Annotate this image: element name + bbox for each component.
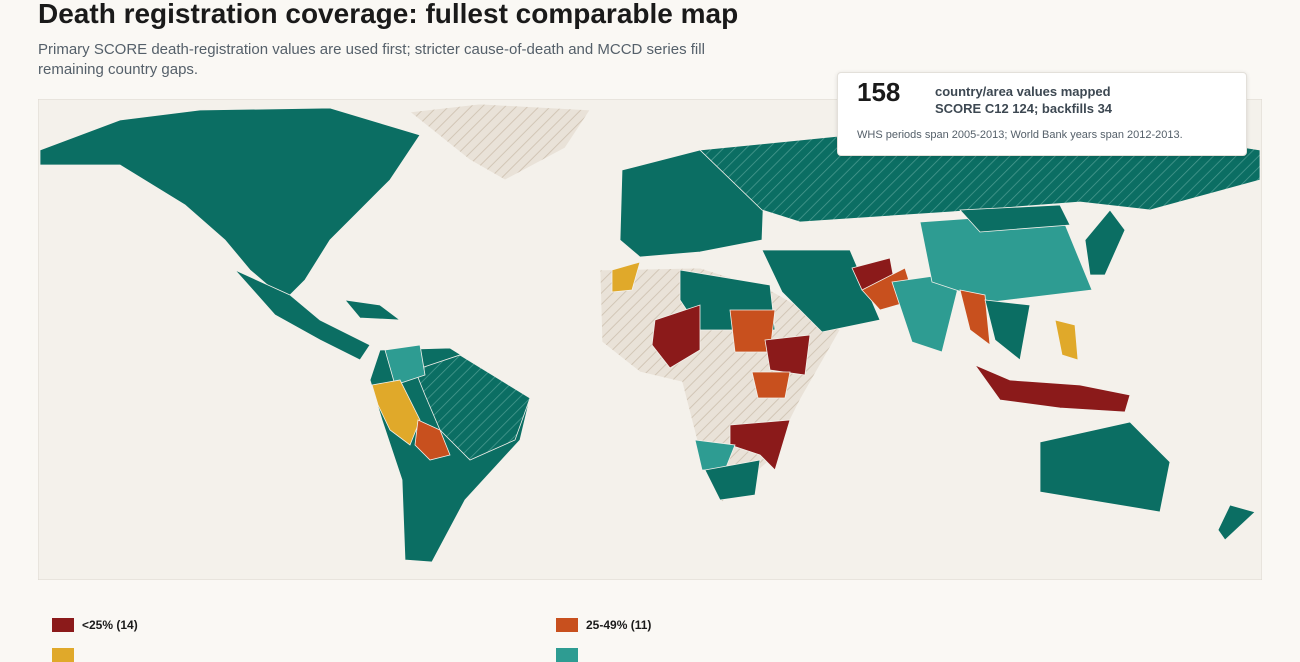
- stat-value: 158: [857, 77, 901, 107]
- stat-note: WHS periods span 2005-2013; World Bank y…: [857, 129, 1183, 141]
- legend-swatch: [52, 618, 74, 632]
- subtitle: Primary SCORE death-registration values …: [38, 41, 705, 78]
- legend-item: [556, 648, 586, 662]
- title: Death registration coverage: fullest com…: [38, 0, 739, 29]
- stat-box: 158 country/area values mapped SCORE C12…: [837, 72, 1247, 156]
- legend-item: [52, 648, 82, 662]
- countries: [39, 103, 1261, 563]
- legend-swatch: [556, 618, 578, 632]
- stat-label: country/area values mapped: [935, 84, 1111, 99]
- legend-label: <25% (14): [82, 618, 138, 632]
- legend-item: <25% (14): [52, 618, 138, 632]
- legend-label: 25-49% (11): [586, 618, 652, 632]
- legend-item: 25-49% (11): [556, 618, 651, 632]
- stat-detail: SCORE C12 124; backfills 34: [935, 101, 1113, 116]
- map: [38, 99, 1262, 580]
